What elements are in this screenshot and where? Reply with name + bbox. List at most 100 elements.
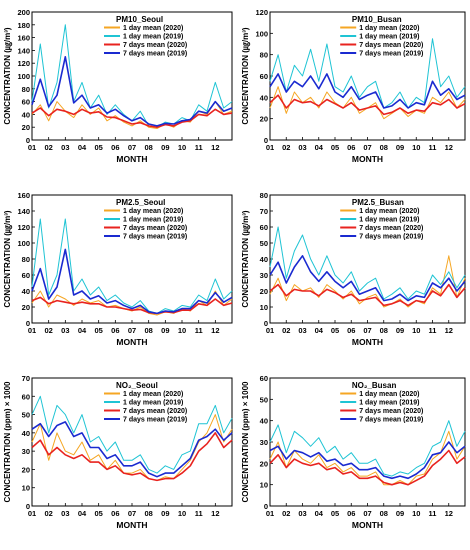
- x-tick-label: 03: [61, 326, 69, 335]
- panel-title: PM10_Busan: [352, 15, 402, 24]
- chart-panel-2: 0 20 40 60 80 100 120 01 02 03 04 05 06 07 08 09 10 11 12 P…: [241, 8, 466, 164]
- series-line-1: [269, 430, 466, 486]
- x-axis-label: MONTH: [116, 520, 147, 530]
- x-tick-label: 08: [144, 509, 152, 518]
- series-line-4: [31, 55, 233, 127]
- y-tick-label: 60: [22, 98, 30, 107]
- x-axis-label: MONTH: [352, 154, 383, 164]
- x-tick-label: 11: [429, 326, 437, 335]
- x-tick-label: 07: [363, 326, 371, 335]
- x-axis-label: MONTH: [352, 520, 383, 530]
- y-tick-label: 140: [17, 207, 30, 216]
- legend-label: 1 day mean (2020): [123, 208, 183, 215]
- x-tick-label: 06: [347, 326, 355, 335]
- y-tick-label: 20: [22, 123, 30, 132]
- y-tick-label: 80: [22, 85, 30, 94]
- x-tick-label: 08: [144, 326, 152, 335]
- series-line-3: [31, 432, 233, 482]
- x-tick-label: 04: [78, 143, 87, 152]
- series-line-4: [31, 248, 233, 315]
- chart-panel-3: 0 20 40 60 80 100 120 140 160 01 02 03 04 05 06 07 08 09 1…: [3, 191, 233, 347]
- legend-label: 1 day mean (2019): [359, 34, 419, 41]
- legend-label: 7 days mean (2019): [359, 234, 423, 241]
- x-tick-label: 04: [315, 509, 324, 518]
- x-tick-label: 11: [429, 143, 437, 152]
- x-tick-label: 03: [61, 509, 69, 518]
- y-tick-label: 60: [22, 271, 30, 280]
- y-tick-label: 60: [22, 392, 30, 401]
- y-axis-label: CONCENTRATION (㎍/m³): [3, 27, 13, 125]
- panel-title: PM2.5_Seoul: [116, 198, 165, 207]
- x-tick-label: 08: [144, 143, 152, 152]
- series-line-4: [269, 73, 466, 109]
- x-tick-label: 08: [380, 326, 388, 335]
- legend-label: 1 day mean (2020): [123, 25, 183, 32]
- series-line-2: [269, 420, 466, 477]
- legend-label: 1 day mean (2020): [359, 208, 419, 215]
- legend-label: 7 days mean (2020): [123, 42, 187, 49]
- legend-label: 1 day mean (2019): [359, 217, 419, 224]
- y-tick-label: 80: [260, 51, 268, 60]
- x-tick-label: 07: [128, 509, 136, 518]
- y-tick-label: 60: [260, 72, 268, 81]
- y-tick-label: 20: [260, 115, 268, 124]
- legend-label: 1 day mean (2019): [123, 34, 183, 41]
- y-tick-label: 40: [22, 287, 30, 296]
- x-tick-label: 06: [111, 143, 119, 152]
- x-tick-label: 12: [211, 143, 219, 152]
- y-tick-label: 30: [22, 447, 30, 456]
- x-tick-label: 12: [211, 326, 219, 335]
- y-tick-label: 120: [255, 8, 268, 17]
- legend-label: 7 days mean (2020): [123, 408, 187, 415]
- y-tick-label: 0: [26, 136, 30, 145]
- legend-label: 7 days mean (2019): [123, 51, 187, 58]
- panel-title: NO₂_Busan: [352, 381, 397, 390]
- y-tick-label: 40: [260, 255, 268, 264]
- y-tick-label: 20: [22, 303, 30, 312]
- x-tick-label: 11: [429, 509, 437, 518]
- y-tick-label: 60: [260, 374, 268, 383]
- chart-panel-6: 0 10 20 30 40 50 60 01 02 03 04 05 06 07 08 09 10 11 12 NO₂…: [241, 374, 466, 530]
- x-tick-label: 01: [28, 509, 36, 518]
- x-tick-label: 07: [128, 326, 136, 335]
- x-tick-label: 06: [111, 509, 119, 518]
- y-tick-label: 10: [260, 303, 268, 312]
- x-tick-label: 10: [412, 326, 420, 335]
- x-tick-label: 09: [161, 509, 169, 518]
- y-tick-label: 70: [260, 207, 268, 216]
- x-tick-label: 07: [128, 143, 136, 152]
- x-tick-label: 04: [78, 509, 87, 518]
- x-tick-label: 05: [331, 509, 339, 518]
- x-tick-label: 05: [94, 143, 102, 152]
- legend-label: 7 days mean (2019): [123, 234, 187, 241]
- y-tick-label: 100: [17, 72, 30, 81]
- x-tick-label: 09: [161, 143, 169, 152]
- y-tick-label: 30: [260, 438, 268, 447]
- y-tick-label: 40: [260, 417, 268, 426]
- x-tick-label: 09: [396, 326, 404, 335]
- y-tick-label: 20: [22, 465, 30, 474]
- y-tick-label: 50: [260, 239, 268, 248]
- y-tick-label: 50: [22, 411, 30, 420]
- series-line-4: [269, 255, 466, 302]
- x-tick-label: 02: [44, 509, 52, 518]
- x-tick-label: 12: [445, 143, 453, 152]
- chart-panel-1: 0 20 40 60 80 100 120 140 160 180 200 01 02 03 04 05 06 0…: [3, 8, 233, 164]
- y-axis-label: CONCENTRATION (㎍/m³): [241, 210, 251, 308]
- series-line-3: [269, 283, 466, 307]
- x-tick-label: 03: [298, 509, 306, 518]
- panel-title: PM2.5_Busan: [352, 198, 404, 207]
- x-tick-label: 02: [44, 143, 52, 152]
- series-line-2: [31, 218, 233, 314]
- x-tick-label: 07: [363, 509, 371, 518]
- y-tick-label: 80: [260, 191, 268, 200]
- plot-frame: [31, 11, 233, 141]
- x-tick-label: 01: [266, 509, 274, 518]
- x-tick-label: 03: [61, 143, 69, 152]
- series-line-2: [269, 226, 466, 300]
- y-tick-label: 0: [264, 502, 268, 511]
- y-tick-label: 0: [26, 319, 30, 328]
- x-tick-label: 09: [161, 326, 169, 335]
- y-tick-label: 0: [26, 502, 30, 511]
- legend-label: 1 day mean (2019): [123, 400, 183, 407]
